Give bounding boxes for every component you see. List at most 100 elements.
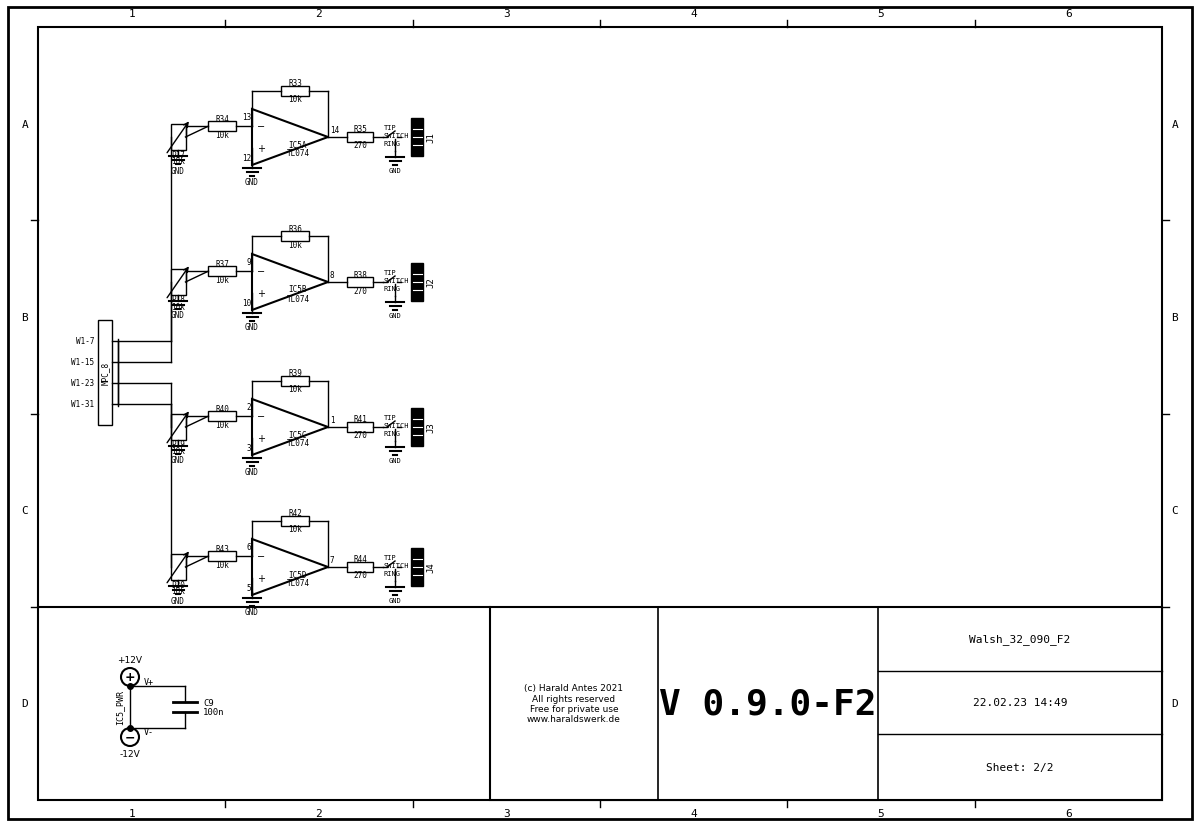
Text: 5: 5 xyxy=(877,808,884,818)
Text: MPC_8: MPC_8 xyxy=(101,361,109,384)
Text: P19: P19 xyxy=(172,440,185,449)
Text: TL074: TL074 xyxy=(287,579,310,588)
Text: SWITCH: SWITCH xyxy=(384,278,409,284)
Text: V 0.9.0-F2: V 0.9.0-F2 xyxy=(659,686,877,720)
Text: −: − xyxy=(257,267,265,277)
Bar xyxy=(170,125,186,151)
Text: R37: R37 xyxy=(215,260,229,269)
Text: 3: 3 xyxy=(503,9,510,19)
Bar xyxy=(170,554,186,581)
Text: GND: GND xyxy=(245,607,259,616)
Text: 10k: 10k xyxy=(172,587,185,595)
Text: TIP: TIP xyxy=(384,554,397,561)
Text: R34: R34 xyxy=(215,115,229,124)
Bar xyxy=(281,87,310,97)
Text: +: + xyxy=(257,143,265,154)
Bar xyxy=(410,264,424,302)
Text: B: B xyxy=(22,313,29,323)
Text: 5: 5 xyxy=(877,9,884,19)
Text: Sheet: 2/2: Sheet: 2/2 xyxy=(986,762,1054,772)
Bar xyxy=(208,122,236,132)
Text: A: A xyxy=(1171,119,1178,130)
Text: Walsh_32_090_F2: Walsh_32_090_F2 xyxy=(970,633,1070,644)
Text: −: − xyxy=(257,122,265,132)
Text: 1: 1 xyxy=(330,415,335,424)
Text: 10k: 10k xyxy=(215,131,229,140)
Text: 4: 4 xyxy=(690,9,697,19)
Text: D: D xyxy=(22,699,29,709)
Text: RING: RING xyxy=(384,141,401,147)
Text: R35: R35 xyxy=(353,126,367,134)
Text: 1: 1 xyxy=(128,808,136,818)
Text: +: + xyxy=(257,573,265,583)
Bar xyxy=(208,267,236,277)
Text: 10k: 10k xyxy=(288,385,302,394)
Text: J1: J1 xyxy=(426,132,436,143)
Text: W1-31: W1-31 xyxy=(71,399,94,409)
Text: B: B xyxy=(1171,313,1178,323)
Text: 10k: 10k xyxy=(215,275,229,284)
Text: 10k: 10k xyxy=(215,420,229,429)
Text: GND: GND xyxy=(245,178,259,187)
Text: P20: P20 xyxy=(172,580,185,589)
Text: 100n: 100n xyxy=(203,708,224,717)
Text: J3: J3 xyxy=(426,422,436,433)
Text: R41: R41 xyxy=(353,415,367,424)
Text: GND: GND xyxy=(389,457,401,463)
Text: 10k: 10k xyxy=(172,157,185,166)
Bar xyxy=(347,278,373,288)
Text: R42: R42 xyxy=(288,509,302,518)
Text: SWITCH: SWITCH xyxy=(384,562,409,568)
Text: 10k: 10k xyxy=(288,240,302,249)
Text: 270: 270 xyxy=(353,431,367,440)
Text: 6: 6 xyxy=(1064,9,1072,19)
Text: 7: 7 xyxy=(330,555,335,564)
Text: R40: R40 xyxy=(215,404,229,414)
Text: V-: V- xyxy=(144,728,154,737)
Bar xyxy=(170,414,186,441)
Text: J2: J2 xyxy=(426,277,436,288)
Text: 13: 13 xyxy=(241,112,251,122)
Text: 270: 270 xyxy=(353,141,367,151)
Text: C9: C9 xyxy=(203,699,214,708)
Bar xyxy=(281,376,310,386)
Text: 10k: 10k xyxy=(288,525,302,534)
Text: 5: 5 xyxy=(246,583,251,592)
Bar xyxy=(410,119,424,157)
Text: TL074: TL074 xyxy=(287,439,310,448)
Text: 2: 2 xyxy=(316,9,323,19)
Text: P18: P18 xyxy=(172,295,185,304)
Text: SWITCH: SWITCH xyxy=(384,423,409,428)
Bar xyxy=(347,562,373,572)
Text: 10k: 10k xyxy=(288,95,302,104)
Text: 1: 1 xyxy=(128,9,136,19)
Text: TL074: TL074 xyxy=(287,294,310,304)
Text: −: − xyxy=(125,730,136,743)
Polygon shape xyxy=(252,110,328,165)
Text: R36: R36 xyxy=(288,224,302,233)
Text: 3: 3 xyxy=(503,808,510,818)
Text: −: − xyxy=(257,552,265,562)
Polygon shape xyxy=(252,255,328,311)
Text: R39: R39 xyxy=(288,369,302,378)
Text: IC5A: IC5A xyxy=(289,141,307,150)
Text: GND: GND xyxy=(172,456,185,465)
Text: R43: R43 xyxy=(215,544,229,553)
Bar xyxy=(98,320,112,425)
Bar xyxy=(208,412,236,422)
Text: RING: RING xyxy=(384,285,401,292)
Text: 2: 2 xyxy=(246,403,251,412)
Text: TL074: TL074 xyxy=(287,150,310,158)
Text: 270: 270 xyxy=(353,286,367,295)
Bar xyxy=(281,516,310,526)
Text: TIP: TIP xyxy=(384,125,397,131)
Text: IC5C: IC5C xyxy=(289,430,307,439)
Text: GND: GND xyxy=(389,168,401,174)
Text: 10k: 10k xyxy=(215,560,229,569)
Text: V+: V+ xyxy=(144,677,154,686)
Text: R38: R38 xyxy=(353,270,367,280)
Text: RING: RING xyxy=(384,431,401,437)
Text: 2: 2 xyxy=(316,808,323,818)
Text: TIP: TIP xyxy=(384,414,397,420)
Text: +: + xyxy=(125,671,136,684)
